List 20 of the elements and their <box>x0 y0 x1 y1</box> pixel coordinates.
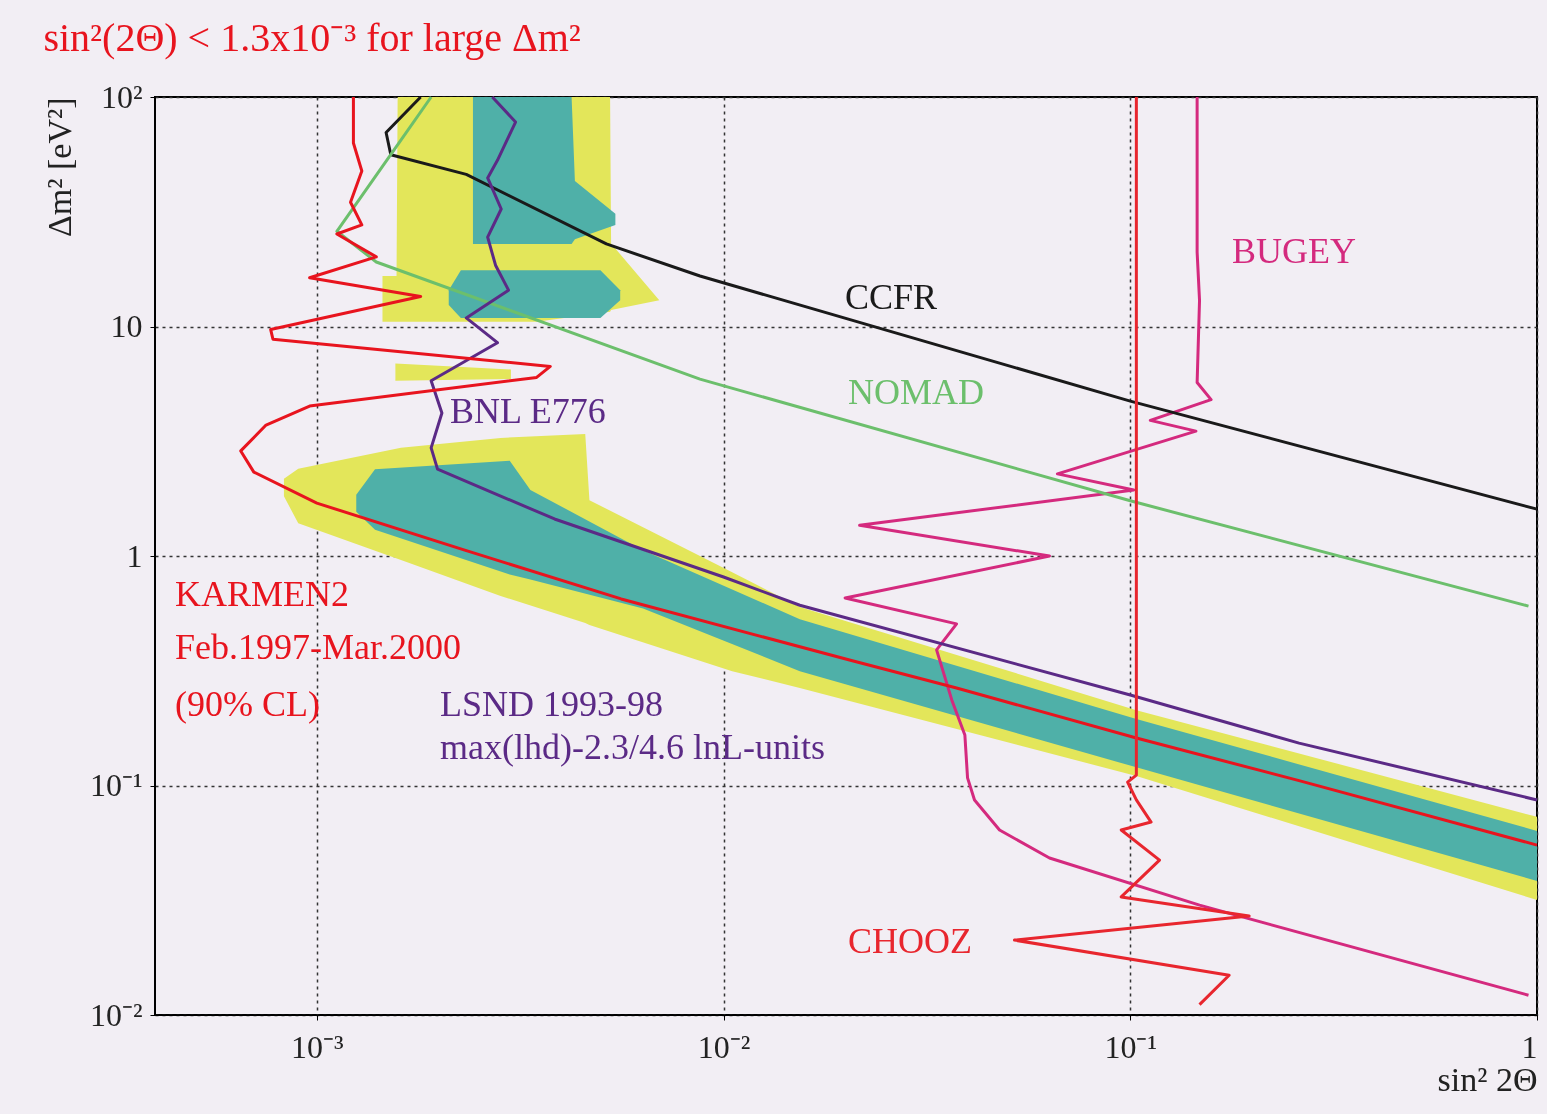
annotation: max(lhd)-2.3/4.6 lnL-units <box>440 727 825 767</box>
y-tick-label: 10² <box>100 78 143 115</box>
series-label: BNL E776 <box>450 391 606 431</box>
y-tick-label: 1 <box>126 537 143 574</box>
series-label: NOMAD <box>848 372 985 412</box>
y-tick-label: 10 <box>110 308 143 344</box>
annotation: (90% CL) <box>175 684 320 724</box>
y-tick-label: 10⁻² <box>89 996 143 1033</box>
series-label: BUGEY <box>1232 231 1356 271</box>
series-label: CHOOZ <box>848 921 972 961</box>
x-tick-label: 10⁻³ <box>291 1028 344 1065</box>
annotation: LSND 1993-98 <box>440 684 663 724</box>
series-label: KARMEN2 <box>175 574 350 614</box>
chart-title: sin²(2Θ) < 1.3x10⁻³ for large Δm² <box>43 15 581 60</box>
y-axis-title: Δm² [eV²] <box>40 97 78 237</box>
x-tick-label: 10⁻² <box>697 1028 751 1065</box>
y-tick-label: 10⁻¹ <box>89 767 143 803</box>
x-tick-label: 10⁻¹ <box>1104 1028 1158 1065</box>
annotation: Feb.1997-Mar.2000 <box>175 627 461 667</box>
series-label: CCFR <box>845 277 938 317</box>
